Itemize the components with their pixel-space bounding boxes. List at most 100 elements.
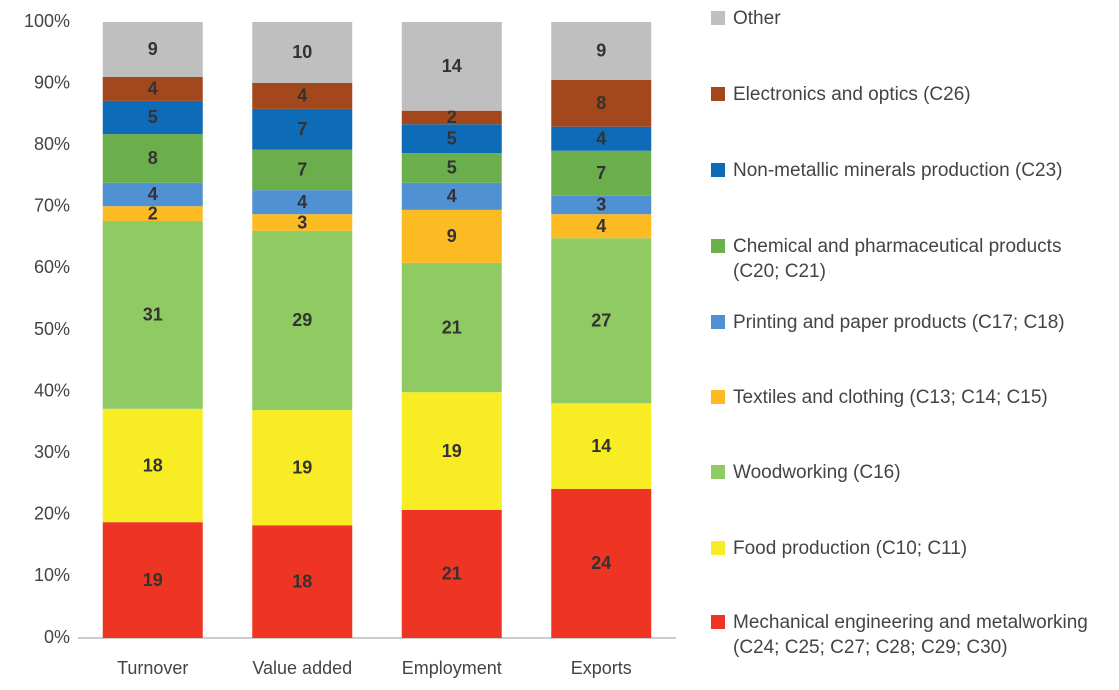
legend-label: Electronics and optics (C26)	[733, 84, 971, 105]
y-tick-label: 40%	[34, 380, 70, 400]
legend-item: Food production (C10; C11)	[711, 536, 1112, 561]
bar-segment	[252, 214, 353, 231]
bar-segment	[102, 220, 203, 409]
data-label: 31	[143, 305, 163, 325]
data-label: 3	[596, 195, 606, 215]
data-label: 18	[143, 455, 163, 475]
bar-segment	[401, 124, 502, 154]
data-label: 7	[596, 163, 606, 183]
plot: 0% 10% 20% 30% 40% 50% 60% 70% 80% 90% 100% Turnove…	[24, 11, 676, 678]
data-label: 21	[442, 317, 462, 337]
legend-swatch	[711, 87, 725, 101]
legend-swatch	[711, 390, 725, 404]
bar-segment	[252, 230, 353, 411]
legend-item: Printing and paper products (C17; C18)	[711, 310, 1112, 335]
legend-item: Mechanical engineering and metalworking …	[711, 610, 1112, 660]
bar-segment	[252, 22, 353, 83]
y-tick-label: 60%	[34, 257, 70, 277]
bar-segment	[551, 488, 652, 638]
data-label: 4	[297, 86, 307, 106]
bar-segment	[401, 153, 502, 183]
bar-segment	[102, 76, 203, 101]
data-label: 8	[148, 148, 158, 168]
legend-swatch	[711, 163, 725, 177]
data-label: 9	[447, 226, 457, 246]
data-label: 24	[591, 553, 611, 573]
data-label: 7	[297, 160, 307, 180]
legend-swatch	[711, 615, 725, 629]
bar-segment	[401, 209, 502, 263]
data-label: 4	[148, 184, 158, 204]
bar-segment	[102, 522, 203, 638]
data-label: 19	[292, 457, 312, 477]
x-tick-label: Exports	[571, 658, 632, 678]
bar-segment	[401, 110, 502, 125]
data-label: 5	[148, 107, 158, 127]
data-label: 4	[596, 216, 606, 236]
legend-item: Woodworking (C16)	[711, 460, 1112, 485]
data-label: 9	[596, 41, 606, 61]
bar-segment	[551, 403, 652, 489]
bar-segment	[252, 410, 353, 526]
y-tick-label: 50%	[34, 319, 70, 339]
data-label: 21	[442, 564, 462, 584]
data-label: 3	[297, 212, 307, 232]
legend-label: Mechanical engineering and metalworking …	[733, 612, 1088, 658]
legend-swatch	[711, 541, 725, 555]
data-label: 2	[447, 107, 457, 127]
y-tick-label: 80%	[34, 134, 70, 154]
data-label: 4	[447, 186, 457, 206]
legend-label: Woodworking (C16)	[733, 462, 901, 483]
data-label: 5	[447, 158, 457, 178]
legend-label: Non-metallic minerals production (C23)	[733, 160, 1063, 181]
data-label: 2	[148, 203, 158, 223]
y-tick-label: 90%	[34, 72, 70, 92]
bar-segment	[551, 214, 652, 239]
legend-swatch	[711, 465, 725, 479]
y-tick-label: 20%	[34, 504, 70, 524]
bar-segment	[102, 22, 203, 77]
y-tick-label: 100%	[24, 11, 70, 31]
bar-segment	[401, 262, 502, 393]
bar-segment	[551, 195, 652, 215]
bar-segment	[401, 509, 502, 638]
bar-segment	[252, 108, 353, 150]
bar-segment	[252, 149, 353, 191]
bar-segment	[551, 238, 652, 404]
bar-segment	[252, 525, 353, 638]
x-tick-label: Employment	[402, 658, 502, 678]
data-label: 4	[148, 79, 158, 99]
bar-segment	[401, 392, 502, 510]
legend-item: Other	[711, 6, 1112, 31]
bar-segment	[401, 22, 502, 111]
data-label: 7	[297, 119, 307, 139]
legend-item: Electronics and optics (C26)	[711, 82, 1112, 107]
bar-segment	[102, 408, 203, 523]
y-tick-label: 70%	[34, 196, 70, 216]
bar-segment	[102, 182, 203, 207]
data-label: 9	[148, 39, 158, 59]
data-label: 29	[292, 310, 312, 330]
legend-item: Chemical and pharmaceutical products (C2…	[711, 234, 1112, 284]
y-tick-label: 0%	[44, 627, 70, 647]
data-label: 18	[292, 571, 312, 591]
legend-label: Textiles and clothing (C13; C14; C15)	[733, 387, 1048, 408]
bar-segment	[551, 79, 652, 127]
data-label: 5	[447, 128, 457, 148]
legend-item: Textiles and clothing (C13; C14; C15)	[711, 385, 1112, 410]
data-label: 27	[591, 311, 611, 331]
data-label: 10	[292, 42, 312, 62]
legend-swatch	[711, 315, 725, 329]
data-label: 4	[297, 192, 307, 212]
legend-label: Food production (C10; C11)	[733, 538, 968, 559]
data-label: 14	[591, 436, 611, 456]
bar-segment	[252, 82, 353, 109]
data-label: 8	[596, 93, 606, 113]
y-tick-label: 10%	[34, 565, 70, 585]
bar-segment	[401, 182, 502, 210]
x-tick-label: Value added	[252, 658, 352, 678]
legend-label: Printing and paper products (C17; C18)	[733, 312, 1065, 333]
bar-segment	[252, 190, 353, 215]
legend-item: Non-metallic minerals production (C23)	[711, 158, 1112, 183]
